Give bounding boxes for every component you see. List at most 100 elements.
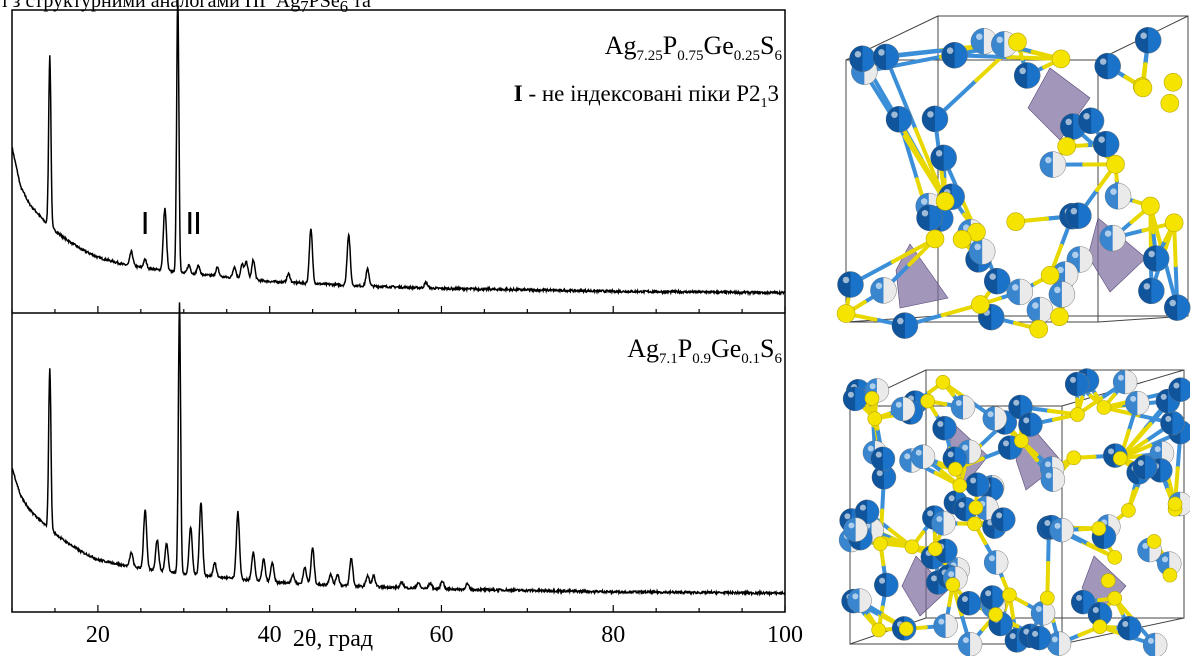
blue-atom (1094, 52, 1121, 80)
crystal-structure-cubic-2 (838, 368, 1190, 656)
x-tick-label: 60 (429, 622, 453, 648)
x-axis-label: 2θ, град (293, 626, 373, 652)
blue-atom (916, 204, 943, 232)
blue-atom (849, 45, 876, 73)
caption-text: і з структурними аналогами ПГ Ag (2, 0, 301, 12)
silver-atom (968, 238, 996, 265)
crystal-structure-cubic-1 (836, 15, 1191, 339)
silver-atom (957, 632, 983, 656)
blue-atom (1070, 589, 1096, 615)
silver-atom (1112, 369, 1138, 395)
unindexed-marker (143, 212, 147, 234)
sulfur-atom (988, 607, 1003, 622)
unindexed-peak-markers (143, 212, 200, 234)
blue-atom (837, 271, 864, 298)
blue-atom (1117, 615, 1142, 641)
silver-atom (1049, 517, 1074, 543)
blue-atom (1077, 107, 1105, 135)
blue-atom (1168, 377, 1190, 402)
caption-tail: та (348, 0, 371, 12)
sulfur-atom (1107, 590, 1123, 606)
blue-atom (956, 591, 982, 616)
blue-atom (1064, 371, 1090, 397)
sulfur-atom (1006, 212, 1025, 231)
silver-atom (1157, 551, 1182, 576)
sulfur-atom (1160, 93, 1180, 113)
sulfur-atom (1050, 307, 1069, 327)
blue-atom (1164, 294, 1191, 321)
blue-atom (932, 415, 957, 441)
sulfur-atom (1040, 266, 1060, 285)
sulfur-atom (952, 478, 968, 493)
sulfur-atom (1107, 550, 1123, 565)
sulfur-atom (1121, 503, 1136, 518)
sulfur-atom (1133, 78, 1153, 98)
sulfur-atom (1163, 72, 1183, 92)
blue-atom (842, 386, 868, 412)
sulfur-atom (1070, 407, 1085, 422)
sulfur-atom (1092, 619, 1108, 634)
sulfur-atom (1051, 49, 1071, 69)
sulfur-atom (1167, 496, 1183, 512)
sulfur-atom (864, 391, 880, 406)
sulfur-atom (1100, 573, 1116, 589)
blue-atom (1138, 277, 1165, 305)
silver-atom (983, 550, 1009, 575)
blue-atom (1134, 27, 1162, 54)
silver-atom (950, 394, 976, 420)
ps4-tetrahedron (895, 243, 949, 309)
silver-atom (910, 444, 936, 470)
silver-atom (870, 277, 897, 304)
sulfur-atom (1146, 534, 1162, 549)
sulfur-atom (1162, 567, 1178, 583)
blue-atom (871, 465, 897, 490)
blue-atom (983, 267, 1011, 295)
sulfur-atom (935, 192, 955, 211)
panel-1-label: Ag7.25P0.75Ge0.25S6 (605, 31, 783, 64)
blue-atom (1027, 625, 1052, 651)
silver-atom (933, 613, 958, 639)
figure-caption-fragment: і з структурними аналогами ПГ Ag7PSe6 та (2, 0, 371, 17)
xrd-trace-1 (11, 0, 786, 297)
caption-sub-2: 6 (339, 0, 349, 16)
silver-atom (1026, 296, 1054, 324)
caption-mid: PSe (308, 0, 340, 12)
sulfur-atom (904, 539, 920, 555)
blue-atom (874, 572, 899, 598)
sulfur-atom (1141, 196, 1160, 216)
sulfur-atom (1106, 155, 1125, 174)
sulfur-atom (935, 374, 951, 390)
unindexed-marker (188, 212, 192, 234)
sulfur-atom (873, 536, 888, 552)
sulfur-atom (952, 229, 972, 249)
x-tick-label: 80 (601, 622, 625, 648)
blue-atom (885, 106, 913, 133)
sulfur-atom (925, 229, 945, 249)
silver-atom (982, 406, 1008, 431)
sulfur-atom (1002, 587, 1017, 603)
sulfur-atom (967, 516, 982, 532)
sulfur-atom (927, 541, 943, 557)
sulfur-atom (1112, 451, 1128, 466)
caption-sub-1: 7 (300, 0, 309, 16)
legend-text: I - не індексовані піки P213 (514, 81, 779, 111)
xrd-chart: 20 40 60 80 100 Ag7.25P0.75Ge0.25S6 I - не і… (11, 0, 803, 652)
sulfur-atom (1014, 433, 1029, 449)
silver-atom (1046, 631, 1072, 656)
blue-atom (1008, 394, 1033, 420)
sulfur-atom (867, 411, 883, 426)
blue-atom (1065, 202, 1092, 229)
silver-atom (1040, 467, 1066, 492)
legend-marker: I (514, 81, 523, 106)
blue-atom (1132, 454, 1158, 480)
silver-atom (1048, 281, 1076, 308)
silver-atom (1006, 278, 1034, 306)
unindexed-marker (196, 212, 200, 234)
blue-atom (965, 472, 990, 497)
blue-atom (1091, 524, 1117, 550)
blue-atom (1092, 130, 1120, 158)
sulfur-atom (968, 500, 984, 516)
x-tick-label: 40 (258, 622, 282, 648)
sulfur-atom (1164, 213, 1184, 233)
silver-atom (1125, 390, 1150, 416)
